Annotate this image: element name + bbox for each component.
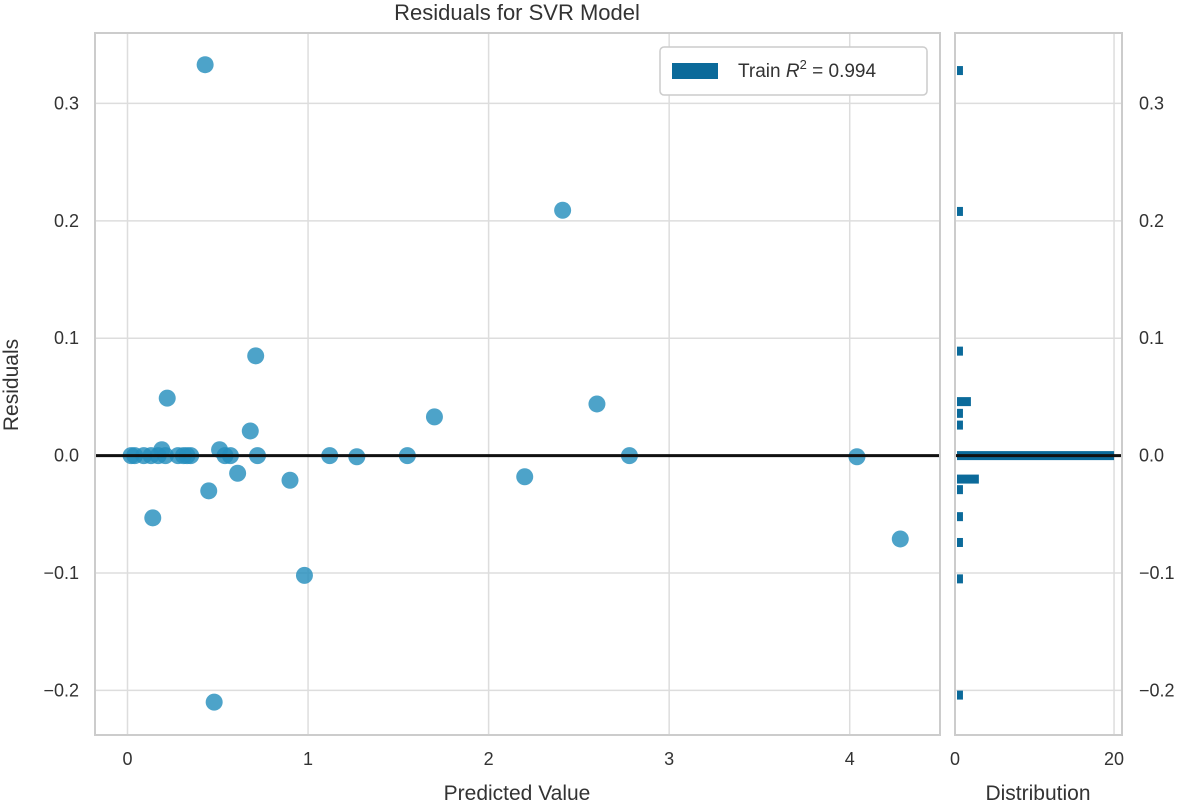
distribution-bars	[957, 66, 1115, 700]
distribution-bar	[957, 397, 971, 407]
y-axis-label: Residuals	[0, 339, 23, 431]
y-tick-label: −0.1	[43, 563, 79, 583]
distribution-bar	[957, 66, 963, 76]
residual-point	[229, 464, 247, 482]
distribution-x-tick-label: 0	[950, 749, 960, 769]
legend-swatch	[672, 63, 718, 79]
residual-point	[281, 471, 299, 489]
y-tick-labels: −0.2 −0.1 0.0 0.1 0.2 0.3	[43, 93, 79, 700]
distribution-bar	[957, 485, 963, 495]
distribution-bar	[957, 206, 963, 216]
x-tick-label: 1	[303, 749, 313, 769]
residual-point	[205, 693, 223, 711]
residual-point	[196, 56, 214, 74]
x-tick-label: 3	[664, 749, 674, 769]
x-axis-label: Predicted Value	[444, 782, 591, 802]
distribution-y-tick-labels: −0.2 −0.1 0.0 0.1 0.2 0.3	[1139, 93, 1175, 700]
distribution-y-tick-label: 0.0	[1139, 446, 1164, 466]
plot-background	[95, 33, 940, 735]
distribution-bar	[957, 346, 963, 356]
y-tick-label: 0.0	[54, 446, 79, 466]
legend-label: Train R2 = 0.994	[738, 57, 876, 82]
distribution-bar	[957, 512, 963, 522]
residual-point	[295, 566, 313, 584]
distribution-bar	[957, 420, 963, 430]
distribution-plot: 0 20 −0.2 −0.1 0.0 0.1 0.2 0.3	[950, 32, 1175, 769]
residual-point	[891, 530, 909, 548]
residual-point	[144, 509, 162, 527]
distribution-x-tick-labels: 0 20	[950, 749, 1124, 769]
x-tick-label: 2	[484, 749, 494, 769]
y-tick-label: −0.2	[43, 680, 79, 700]
residuals-plot: 0 1 2 3 4 −0.2 −0.1 0.0 0.1 0.2 0.3	[43, 32, 941, 769]
y-tick-label: 0.3	[54, 93, 79, 113]
distribution-bar	[957, 537, 963, 547]
residual-point	[158, 389, 176, 407]
residual-point	[425, 408, 443, 426]
distribution-bar	[957, 690, 963, 700]
plot-frame	[94, 32, 941, 736]
residual-point	[554, 201, 572, 219]
distribution-grid	[954, 33, 1122, 735]
distribution-bar	[957, 474, 979, 484]
distribution-x-tick-label: 20	[1104, 749, 1124, 769]
distribution-y-tick-label: 0.2	[1139, 211, 1164, 231]
distribution-bar	[957, 408, 963, 418]
residual-point	[247, 347, 265, 365]
distribution-y-tick-label: 0.1	[1139, 328, 1164, 348]
x-tick-label: 0	[122, 749, 132, 769]
residual-point	[241, 422, 259, 440]
x-tick-labels: 0 1 2 3 4	[122, 749, 854, 769]
legend-box	[659, 46, 928, 96]
residual-point	[588, 395, 606, 413]
distribution-frame	[954, 32, 1123, 736]
x-tick-label: 4	[845, 749, 855, 769]
y-tick-label: 0.1	[54, 328, 79, 348]
y-tick-label: 0.2	[54, 211, 79, 231]
residual-point	[200, 482, 218, 500]
chart-title: Residuals for SVR Model	[394, 0, 640, 25]
distribution-bar	[957, 574, 963, 584]
plot-grid	[95, 33, 940, 735]
distribution-axis-label: Distribution	[985, 782, 1090, 802]
residual-point	[516, 468, 534, 486]
legend: Train R2 = 0.994	[659, 46, 928, 96]
distribution-y-tick-label: −0.1	[1139, 563, 1175, 583]
distribution-y-tick-label: 0.3	[1139, 93, 1164, 113]
distribution-y-tick-label: −0.2	[1139, 680, 1175, 700]
